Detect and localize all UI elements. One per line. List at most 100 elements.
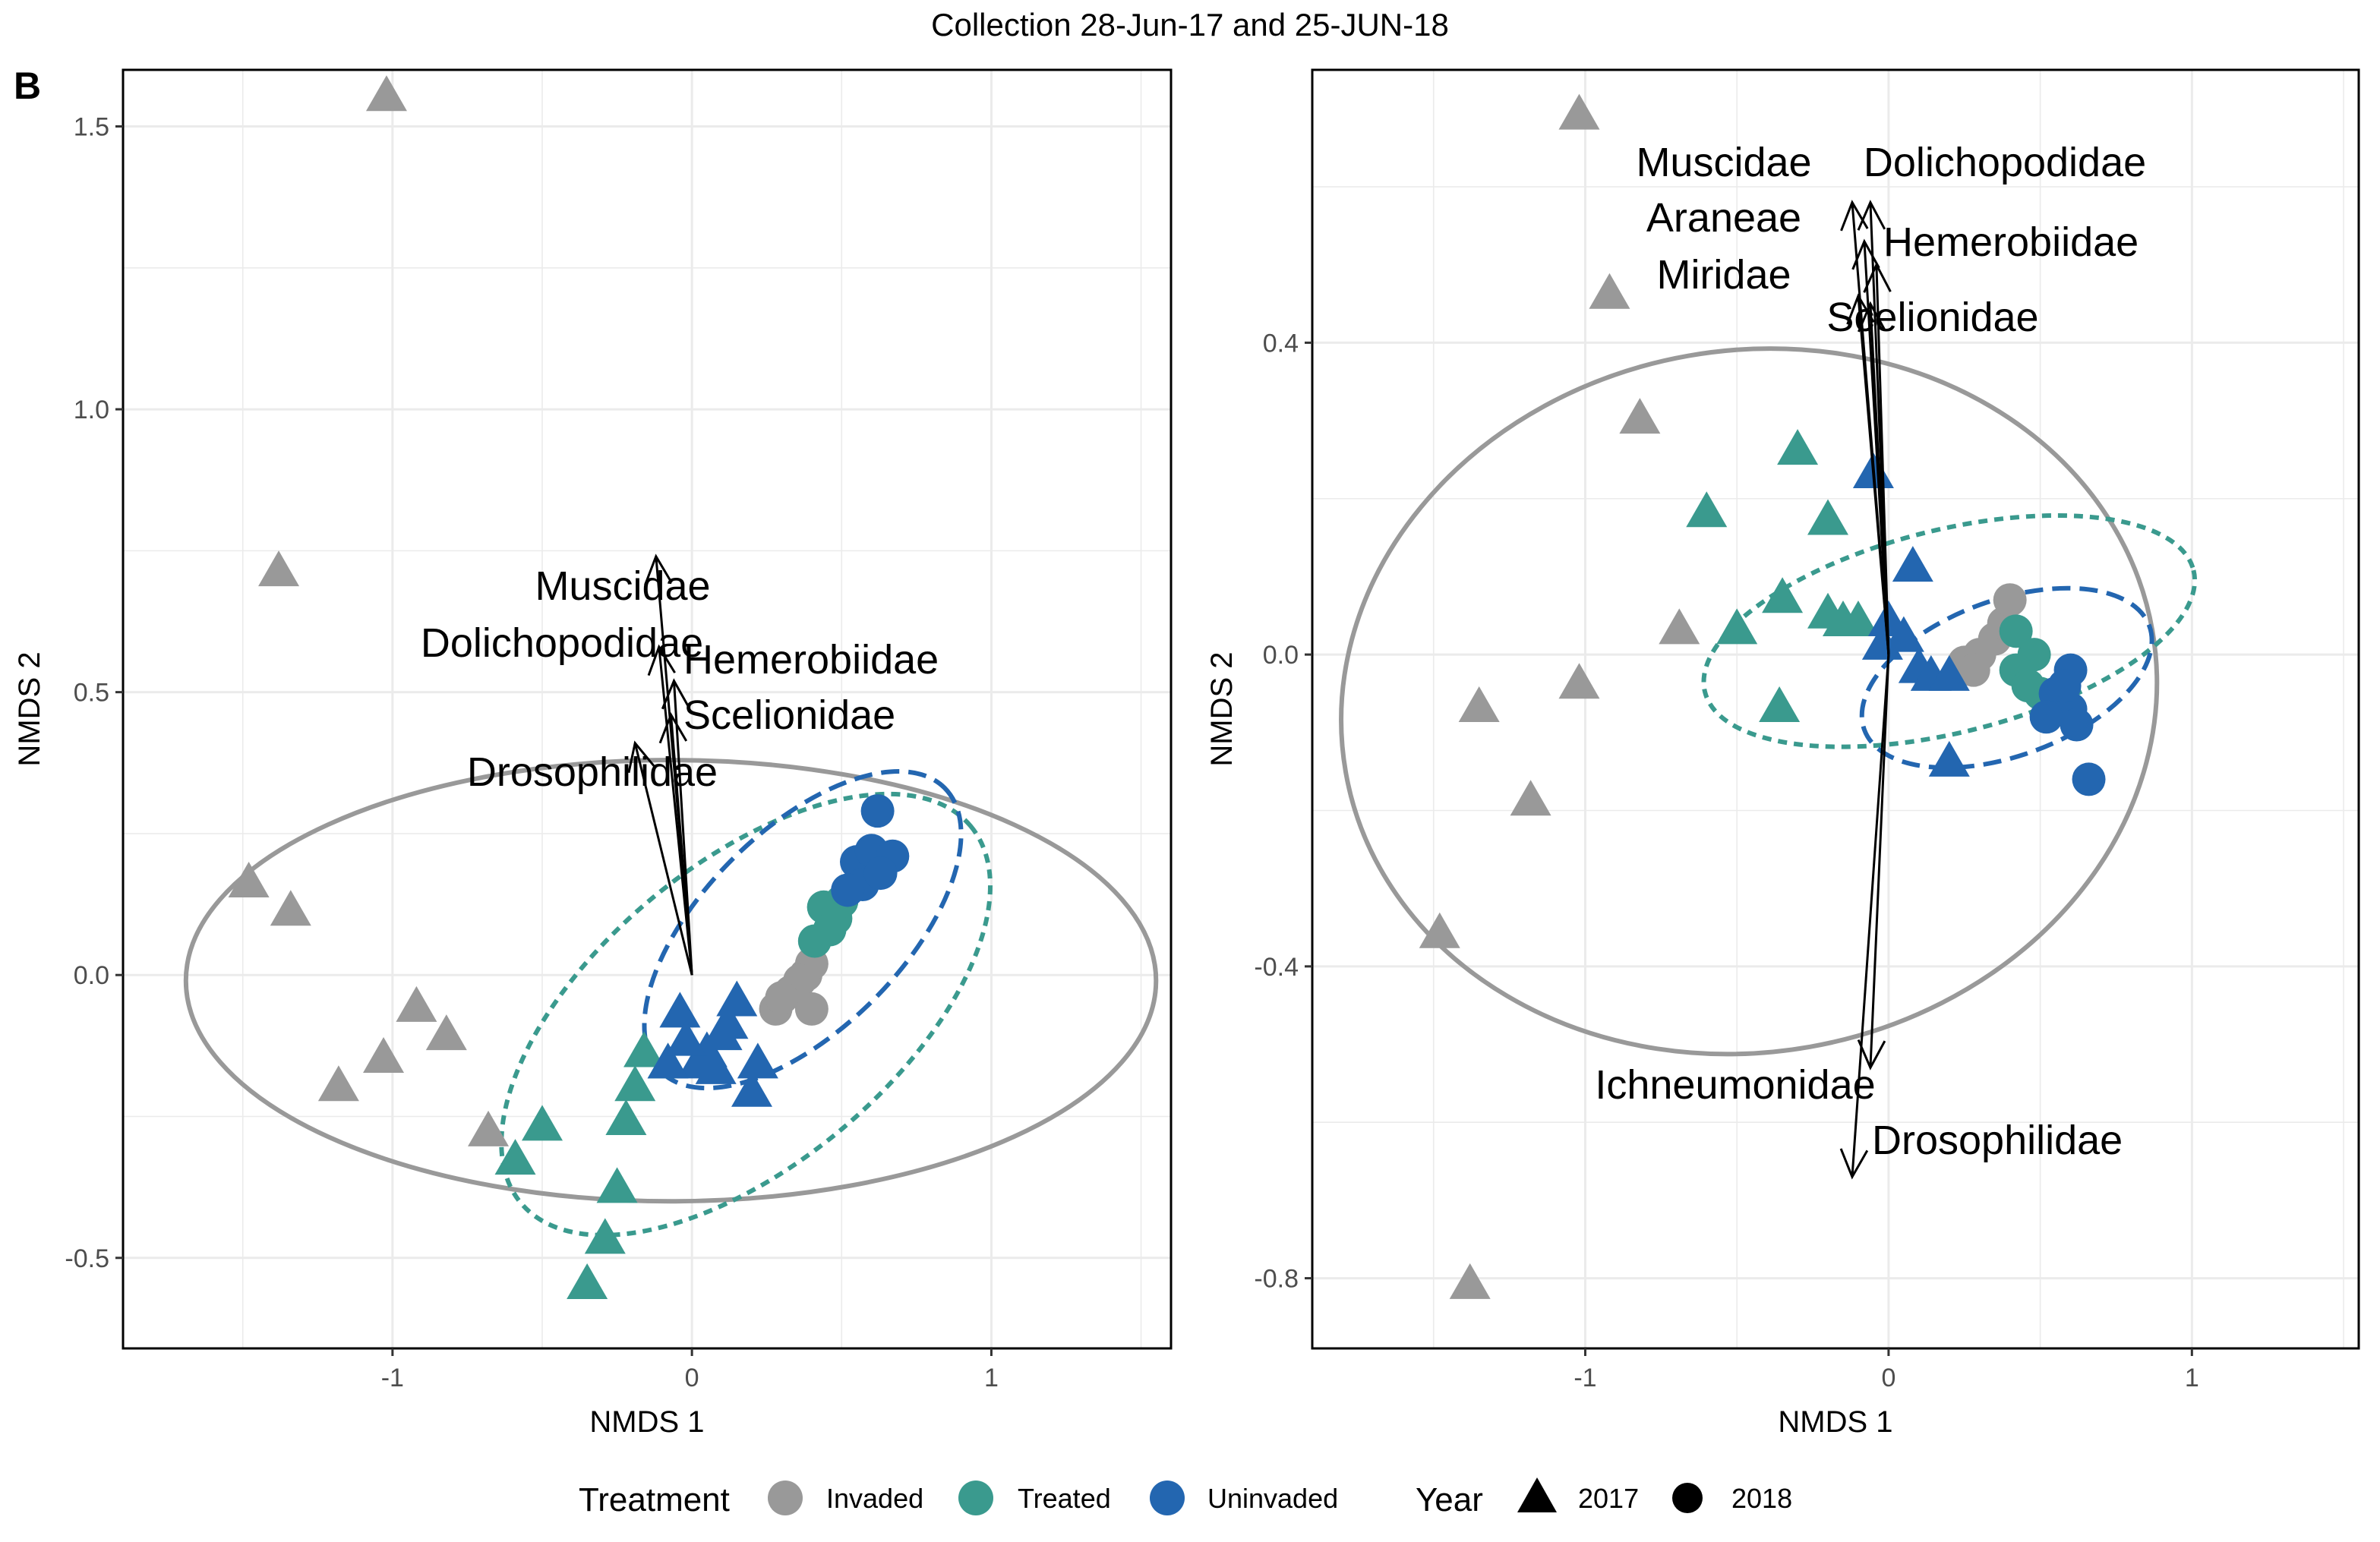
- point-invaded-2018: [765, 981, 799, 1015]
- point-invaded-2017: [396, 985, 437, 1022]
- vector-label: Ichneumonidae: [1595, 1062, 1875, 1108]
- vector-label: Miridae: [1656, 252, 1791, 298]
- vector-arrowhead: [1857, 200, 1886, 231]
- grid-lines: [123, 70, 1171, 1348]
- point-treated-2017: [522, 1105, 563, 1141]
- y-tick-label: -0.5: [65, 1244, 109, 1273]
- ellipse-invaded: [183, 758, 1159, 1204]
- point-invaded-2017: [1449, 1263, 1491, 1299]
- point-uninvaded-2018: [863, 856, 898, 891]
- vector-arrowhead: [1863, 262, 1892, 293]
- point-treated-2017: [623, 1031, 665, 1067]
- x-tick-label: 1: [984, 1364, 999, 1392]
- grid-lines: [1312, 70, 2359, 1348]
- point-uninvaded-2018: [2060, 708, 2094, 742]
- x-tick-label: 0: [685, 1364, 699, 1392]
- y-tick-label: 1.0: [74, 396, 109, 424]
- point-invaded-2017: [1589, 273, 1630, 309]
- point-uninvaded-2017: [1861, 623, 1903, 660]
- point-invaded-2017: [270, 890, 311, 926]
- legend-2017-key: [1517, 1477, 1557, 1512]
- right-nmds-panel: Muscidae Dolichopodidae Araneae Hemerobiida…: [1205, 68, 2360, 1439]
- point-treated-2017: [596, 1167, 638, 1203]
- legend-invaded-label: Invaded: [826, 1483, 923, 1514]
- vector-arrow: [633, 743, 693, 976]
- point-treated-2017: [1807, 499, 1849, 535]
- point-treated-2017: [1822, 601, 1864, 637]
- point-invaded-2017: [468, 1110, 510, 1146]
- vector-label: Drosophilidae: [467, 749, 718, 795]
- panel-border: [1311, 68, 2360, 1350]
- legend-invaded-key: [768, 1481, 803, 1515]
- vector-arrowhead: [1839, 1148, 1869, 1180]
- point-uninvaded-2017: [1928, 740, 1970, 777]
- vector-label: Araneae: [1646, 195, 1801, 241]
- point-uninvaded-2018: [2072, 762, 2106, 796]
- vector-arrow: [1869, 303, 1890, 655]
- vector-label: Dolichopodidae: [1864, 140, 2146, 185]
- vector-arrowhead: [647, 644, 676, 676]
- point-uninvaded-2017: [737, 1042, 778, 1079]
- legend-uninvaded-label: Uninvaded: [1207, 1483, 1338, 1514]
- axis-ticks: -1 0 1 -0.8 -0.4 0.0 0.4: [1254, 329, 2199, 1392]
- vector-arrowhead: [661, 678, 690, 710]
- point-uninvaded-2018: [831, 873, 865, 907]
- point-invaded-2018: [1993, 583, 2027, 617]
- vector-arrowhead: [1858, 301, 1886, 333]
- point-uninvaded-2017: [647, 1042, 689, 1079]
- point-uninvaded-2017: [716, 980, 758, 1017]
- x-axis-title: NMDS 1: [589, 1405, 704, 1439]
- confidence-ellipses: [1339, 346, 2198, 1057]
- point-uninvaded-2018: [2047, 669, 2082, 703]
- point-invaded-2018: [1956, 653, 1990, 687]
- point-treated-2017: [605, 1099, 647, 1135]
- data-points: [228, 75, 910, 1300]
- legend-treated-key: [958, 1481, 993, 1515]
- vector-arrowhead: [1846, 293, 1875, 325]
- x-tick-label: -1: [1574, 1364, 1596, 1392]
- point-invaded-2017: [1510, 780, 1551, 816]
- y-tick-label: 1.5: [74, 113, 109, 142]
- vector-label: Muscidae: [1636, 140, 1811, 185]
- legend-2018-label: 2018: [1731, 1483, 1792, 1514]
- x-axis-title: NMDS 1: [1778, 1405, 1892, 1439]
- point-uninvaded-2018: [2029, 700, 2063, 734]
- point-treated-2017: [614, 1065, 656, 1102]
- point-treated-2017: [1777, 429, 1819, 465]
- point-invaded-2017: [1419, 912, 1460, 948]
- legend-treated-label: Treated: [1018, 1483, 1111, 1514]
- point-uninvaded-2017: [1883, 616, 1924, 652]
- ellipse-uninvaded: [1859, 585, 2154, 771]
- vector-label: Dolichopodidae: [421, 620, 703, 666]
- ellipse-treated: [499, 791, 993, 1238]
- point-treated-2017: [1762, 577, 1804, 613]
- vector-label: Hemerobiidae: [1883, 219, 2139, 265]
- point-uninvaded-2017: [707, 1003, 749, 1039]
- data-points: [1419, 93, 2106, 1299]
- point-uninvaded-2017: [659, 992, 701, 1028]
- point-invaded-2017: [1558, 93, 1600, 130]
- species-vectors: Muscidae Dolichopodidae Araneae Hemerobiida…: [1595, 140, 2146, 1180]
- y-axis-title: NMDS 2: [13, 651, 46, 766]
- point-uninvaded-2017: [1892, 546, 1933, 582]
- x-tick-label: 0: [1881, 1364, 1895, 1392]
- vector-arrowhead: [644, 553, 673, 585]
- point-treated-2017: [1686, 491, 1728, 528]
- point-treated-2017: [494, 1139, 536, 1175]
- point-treated-2018: [1999, 614, 2033, 648]
- figure-title: Collection 28-Jun-17 and 25-JUN-18: [931, 7, 1449, 43]
- point-invaded-2017: [1659, 608, 1700, 645]
- point-treated-2017: [1759, 686, 1801, 722]
- panel-letter: B: [14, 65, 41, 107]
- vector-arrowhead: [627, 740, 655, 774]
- y-tick-label: 0.0: [74, 961, 109, 990]
- y-tick-label: 0.0: [1263, 641, 1299, 670]
- y-axis-title: NMDS 2: [1205, 651, 1239, 766]
- point-uninvaded-2018: [860, 794, 895, 828]
- vector-arrow: [1875, 264, 1890, 655]
- legend-2017-label: 2017: [1578, 1483, 1639, 1514]
- vector-label: Scelionidae: [683, 692, 895, 738]
